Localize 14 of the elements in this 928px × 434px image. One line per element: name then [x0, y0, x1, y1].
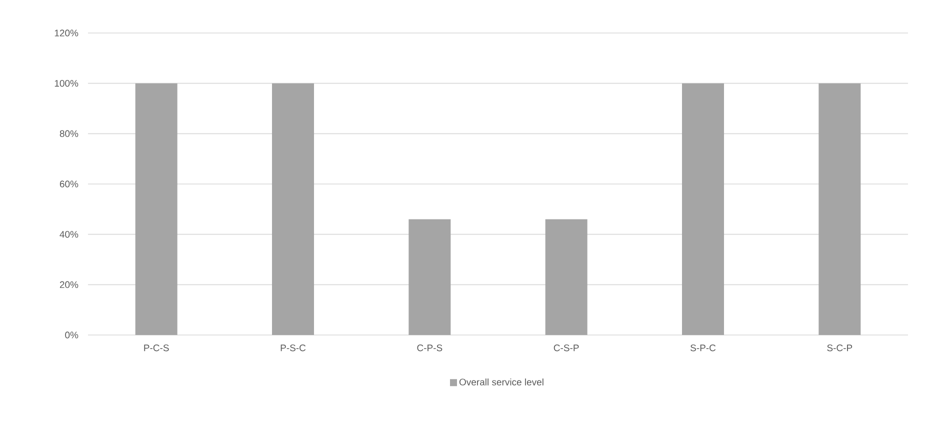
- y-tick-label: 100%: [54, 80, 78, 87]
- y-tick-label: 40%: [60, 230, 78, 238]
- x-tick-label: S-C-P: [827, 344, 852, 352]
- x-tick-label: S-P-C: [690, 344, 716, 352]
- y-tick-label: 120%: [54, 30, 78, 36]
- x-tick-label: P-S-C: [280, 344, 306, 352]
- y-tick-label: 60%: [60, 180, 78, 188]
- y-tick-label: 0%: [65, 332, 78, 338]
- x-tick-label: C-S-P: [554, 344, 579, 352]
- y-tick-label: 20%: [60, 281, 78, 288]
- x-tick-label: P-C-S: [144, 344, 169, 352]
- y-tick-label: 80%: [60, 130, 78, 138]
- x-tick-label: C-P-S: [417, 344, 442, 352]
- legend-label: Overall service level: [459, 378, 544, 386]
